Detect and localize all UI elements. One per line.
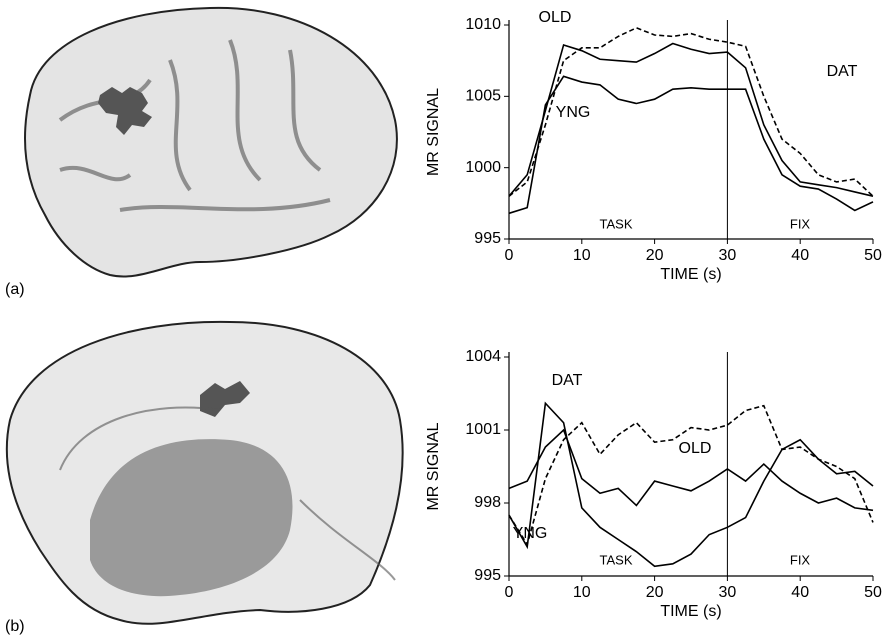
- series-label: DAT: [827, 63, 858, 80]
- brain-medial: [5, 320, 404, 625]
- series-label: YNG: [513, 525, 548, 542]
- x-tick-label: 50: [864, 247, 882, 264]
- brain-lateral: [24, 6, 398, 278]
- series-label: YNG: [556, 104, 591, 121]
- series-line: [508, 404, 874, 547]
- series-label: DAT: [552, 372, 583, 389]
- series-line: [508, 401, 874, 568]
- y-tick-label: 1004: [465, 348, 501, 365]
- y-axis-label: MR SIGNAL: [425, 88, 442, 176]
- x-axis-label: TIME (s): [660, 266, 721, 283]
- y-tick-label: 1000: [465, 159, 501, 176]
- x-tick-label: 30: [719, 584, 737, 601]
- series-line: [508, 26, 874, 197]
- x-tick-label: 40: [791, 247, 809, 264]
- x-axis-label: TIME (s): [660, 603, 721, 620]
- panel-label: (a): [5, 281, 25, 298]
- x-tick-label: 0: [505, 247, 514, 264]
- y-tick-label: 1010: [465, 16, 501, 33]
- x-tick-label: 10: [573, 584, 591, 601]
- series-line: [508, 428, 874, 512]
- phase-label: FIX: [790, 552, 811, 567]
- x-tick-label: 50: [864, 584, 882, 601]
- x-tick-label: 40: [791, 584, 809, 601]
- y-tick-label: 998: [474, 494, 501, 511]
- y-axis-label: MR SIGNAL: [425, 422, 442, 510]
- series-label: OLD: [679, 440, 712, 457]
- series-label: OLD: [539, 9, 572, 26]
- phase-label: FIX: [790, 216, 811, 231]
- x-tick-label: 0: [505, 584, 514, 601]
- x-tick-label: 30: [719, 247, 737, 264]
- y-tick-label: 995: [474, 567, 501, 584]
- phase-label: TASK: [600, 216, 633, 231]
- x-tick-label: 20: [646, 584, 664, 601]
- panel-label: (b): [5, 618, 25, 635]
- x-tick-label: 10: [573, 247, 591, 264]
- y-tick-label: 995: [474, 230, 501, 247]
- series-line: [508, 42, 874, 197]
- phase-label: TASK: [600, 552, 633, 567]
- series-line: [508, 75, 874, 215]
- y-tick-label: 1001: [465, 421, 501, 438]
- y-tick-label: 1005: [465, 88, 501, 105]
- x-tick-label: 20: [646, 247, 664, 264]
